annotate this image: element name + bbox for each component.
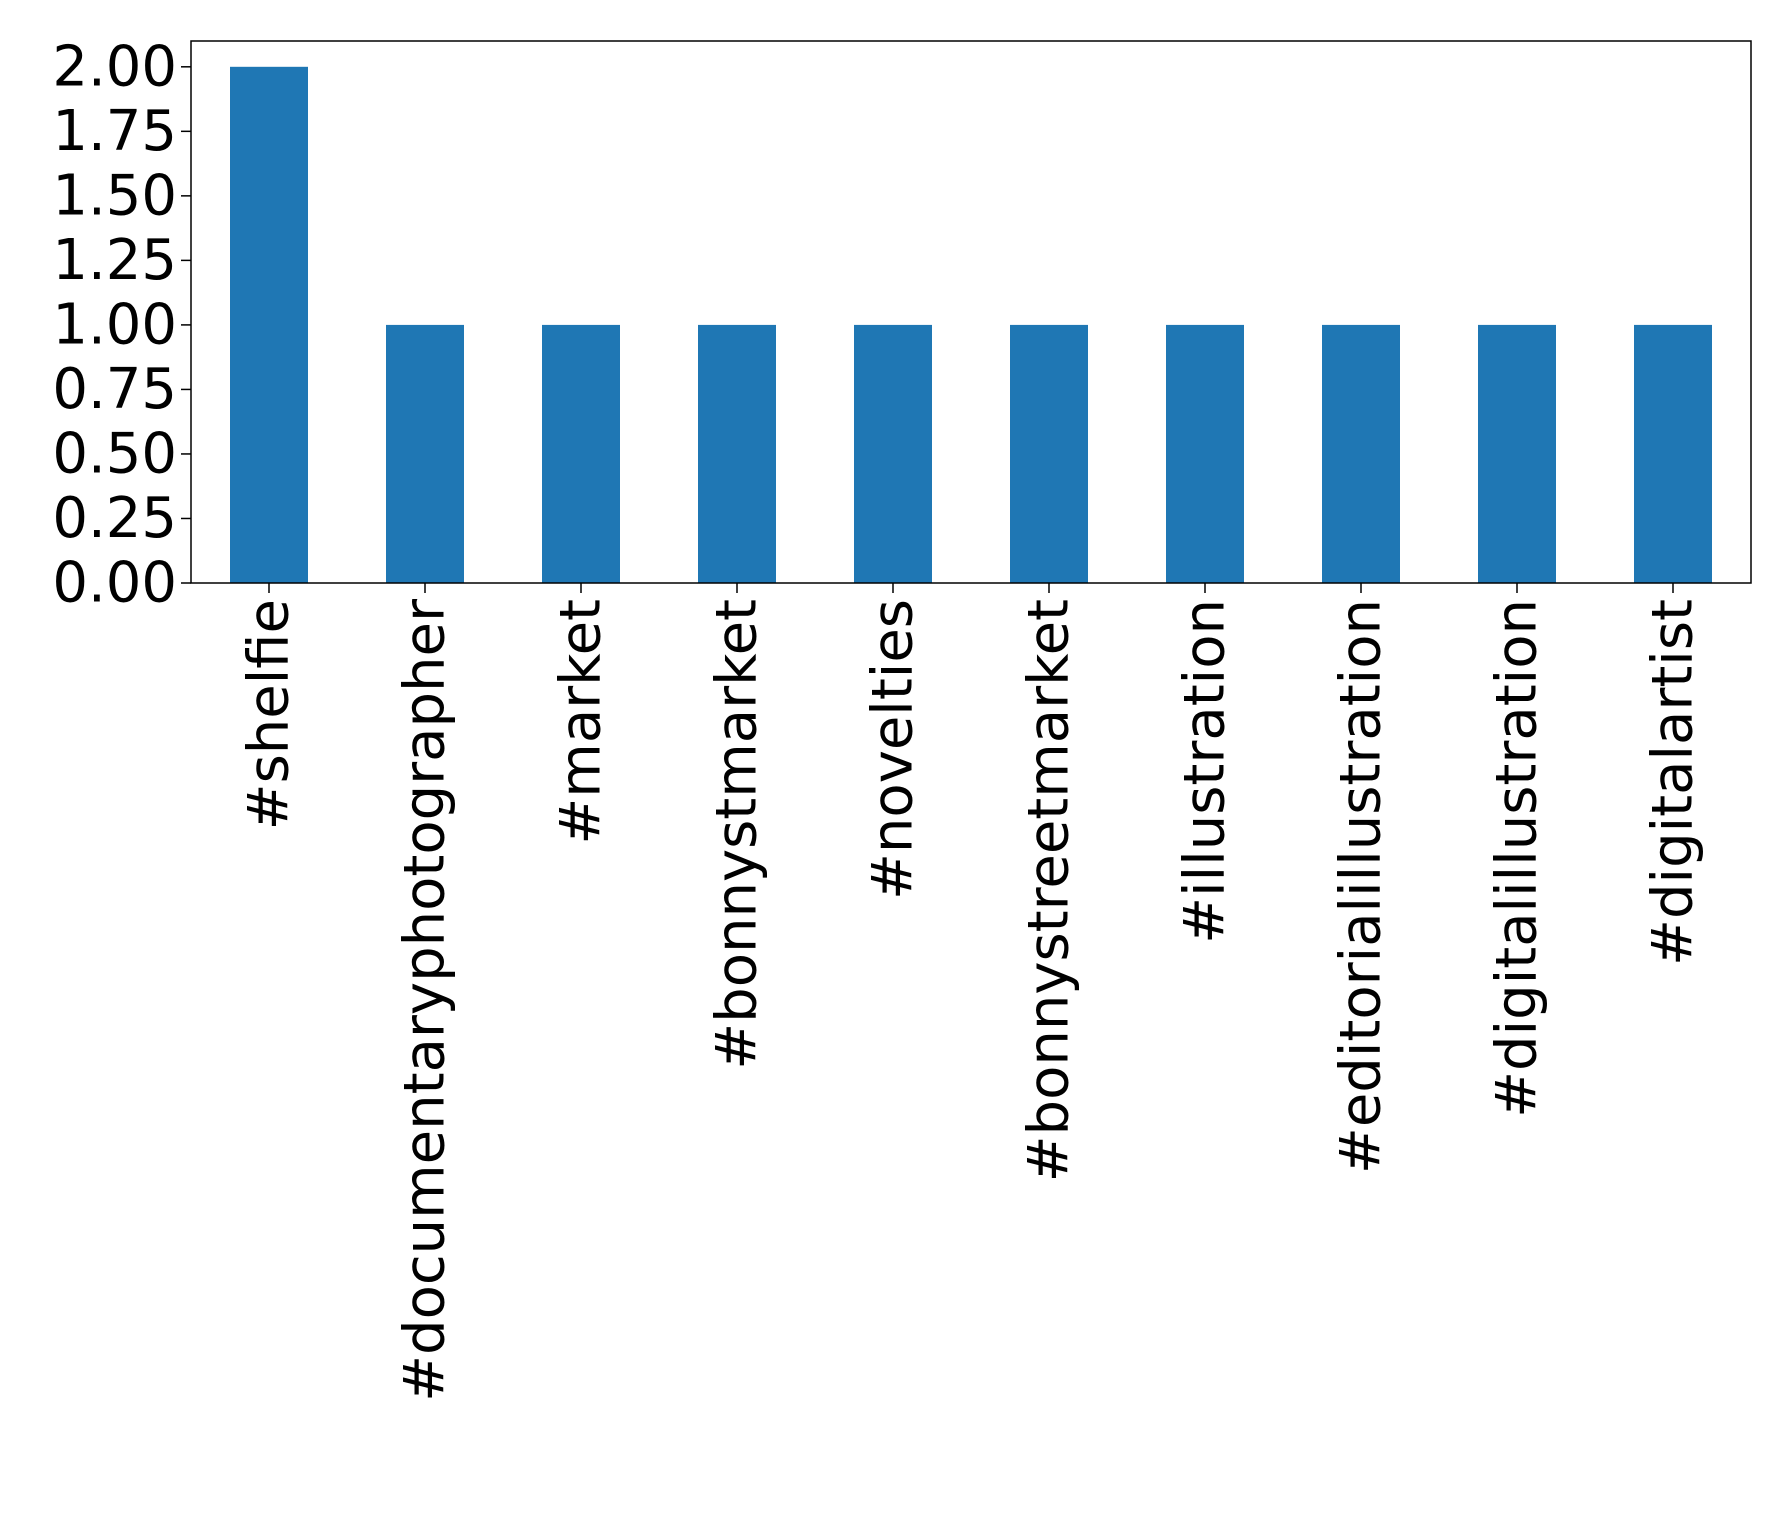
- x-tick-label: #shelfie: [237, 599, 302, 830]
- y-tick-label: 0.50: [52, 421, 177, 486]
- x-tick-label: #digitalartist: [1641, 599, 1706, 966]
- bar-digitalartist: [1634, 324, 1712, 583]
- y-tick-label: 0.75: [52, 357, 177, 422]
- y-tick-label: 1.75: [52, 99, 177, 164]
- plot-frame: [190, 40, 1752, 584]
- x-tick-label: #market: [549, 599, 614, 845]
- bar-illustration: [1166, 324, 1244, 583]
- x-tick-label: #illustration: [1173, 599, 1238, 944]
- bar-documentaryphotographer: [386, 324, 464, 583]
- y-tick-label: 1.00: [52, 292, 177, 357]
- x-tick-label: #bonnystreetmarket: [1017, 599, 1082, 1182]
- bar-digitalillustration: [1478, 324, 1556, 583]
- bar-market: [542, 324, 620, 583]
- x-tick-label: #editorialillustration: [1329, 599, 1394, 1174]
- y-tick-label: 0.00: [52, 551, 177, 616]
- x-tick-label: #documentaryphotographer: [393, 598, 458, 1402]
- x-tick-label: #novelties: [861, 599, 926, 900]
- bar-shelfie: [230, 66, 308, 584]
- bars-group: [230, 66, 1712, 584]
- x-tick-label: #bonnystmarket: [705, 599, 770, 1070]
- x-tick-label: #digitalillustration: [1485, 599, 1550, 1118]
- bar-editorialillustration: [1322, 324, 1400, 583]
- bar-novelties: [854, 324, 932, 583]
- y-tick-label: 1.50: [52, 163, 177, 228]
- y-tick-label: 1.25: [52, 228, 177, 293]
- y-tick-label: 2.00: [52, 34, 177, 99]
- y-axis: 0.000.250.500.751.001.251.501.752.00: [52, 34, 191, 616]
- x-axis: #shelfie #documentaryphotographer #market #…: [237, 583, 1706, 1402]
- bar-bonnystmarket: [698, 324, 776, 583]
- y-tick-label: 0.25: [52, 486, 177, 551]
- bar-bonnystreetmarket: [1010, 324, 1088, 583]
